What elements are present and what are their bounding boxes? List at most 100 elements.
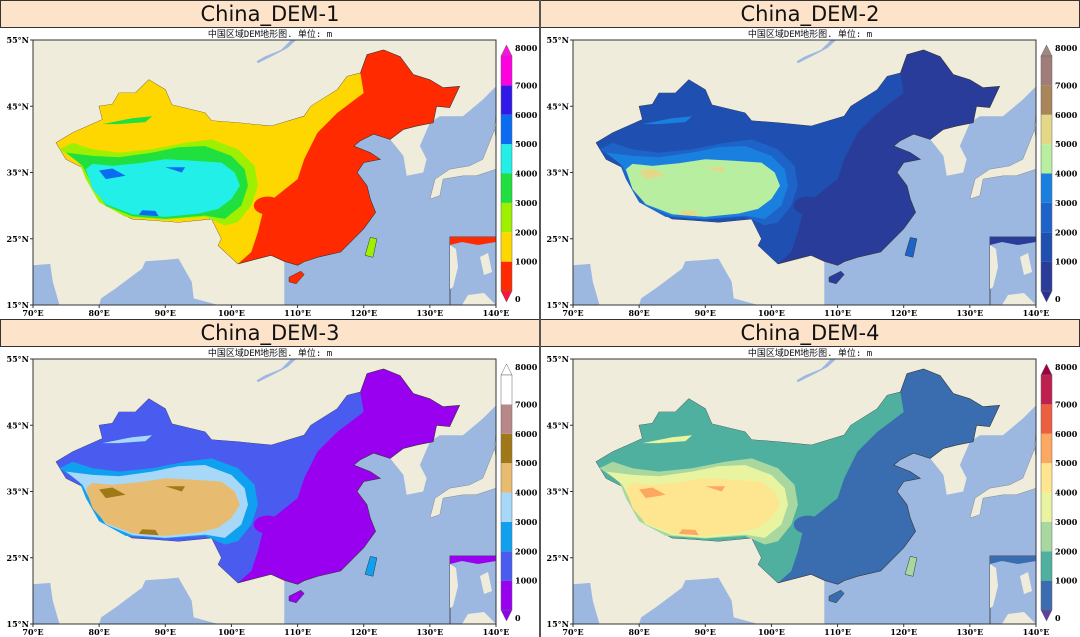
colorbar-extend-max <box>500 44 513 57</box>
colorbar-tick-label: 3000 <box>1055 517 1078 527</box>
colorbar-tick-label: 8000 <box>1055 43 1078 53</box>
tianshan <box>642 116 693 125</box>
lat-tick-label: 55°N <box>7 35 29 45</box>
colorbar-extend-min <box>1040 290 1053 303</box>
panel-title: China_DEM-3 <box>0 319 540 347</box>
lon-tick-label: 100°E <box>218 308 245 318</box>
ocean <box>33 582 60 624</box>
elev-5000-6000 <box>138 529 159 536</box>
colorbar-tick-label: 1000 <box>515 576 538 586</box>
lon-tick-label: 140°E <box>483 627 510 637</box>
panel-subtitle: 中国区域DEM地形图. 单位: m <box>207 30 333 40</box>
lon-tick-label: 90°E <box>695 308 716 318</box>
panel-subtitle: 中国区域DEM地形图. 单位: m <box>207 349 333 359</box>
sichuan-basin <box>253 196 282 215</box>
map-3: 55°N 45°N 35°N 25°N 15°N70°E 80°E 90°E 100°E 110… <box>7 354 538 637</box>
elev-4000-5000 <box>85 159 241 217</box>
colorbar-tick-label: 5000 <box>515 458 538 468</box>
elev-5000-6000 <box>639 168 666 180</box>
colorbar-tick-label: 1000 <box>1055 257 1078 267</box>
map-area <box>573 359 1036 624</box>
lat-tick-label: 35°N <box>7 168 29 178</box>
sichuan-basin <box>253 515 282 534</box>
elev-5000-6000 <box>705 486 726 492</box>
lat-tick-label: 55°N <box>547 35 569 45</box>
colorbar-tick-label: 7000 <box>1055 399 1078 409</box>
colorbar-tick-label: 2000 <box>515 546 538 556</box>
colorbar-tick-label: 1000 <box>1055 576 1078 586</box>
colorbar-bin <box>1041 375 1052 405</box>
colorbar-bin <box>1041 173 1052 203</box>
lat-tick-label: 25°N <box>547 553 569 563</box>
lake-baikal <box>256 40 297 64</box>
elev-5000-6000 <box>165 486 186 492</box>
colorbar-extend-min <box>1040 609 1053 622</box>
colorbar-bin <box>1041 463 1052 493</box>
colorbar-bin <box>501 261 512 291</box>
panel-title: China_DEM-4 <box>540 319 1080 347</box>
colorbar-tick-label: 5000 <box>1055 139 1078 149</box>
ocean <box>824 40 1036 305</box>
colorbar-extend-max <box>1040 44 1053 57</box>
colorbar-bin <box>501 463 512 493</box>
panel-dem-1: China_DEM-1 中国区域DEM地形图. 单位: m 55°N 45°N 35… <box>0 0 540 318</box>
colorbar-frame <box>500 374 513 611</box>
lon-tick-label: 100°E <box>218 627 245 637</box>
colorbar-tick-label: 4000 <box>1055 169 1078 179</box>
lat-tick-label: 15°N <box>547 300 569 310</box>
colorbar-tick-label: 4000 <box>515 169 538 179</box>
colorbar-bin <box>501 202 512 233</box>
colorbar-bin <box>1041 404 1052 434</box>
lat-tick-label: 35°N <box>7 487 29 497</box>
inset-china-coast <box>990 237 1036 245</box>
colorbar-extend-min <box>500 609 513 622</box>
lon-tick-label: 90°E <box>155 308 176 318</box>
inset-philippines <box>480 253 492 275</box>
colorbar-bin <box>501 580 512 610</box>
lon-tick-label: 100°E <box>758 308 785 318</box>
lon-tick-label: 70°E <box>562 627 583 637</box>
colorbar-tick-label: 3000 <box>515 517 538 527</box>
colorbar-tick-label: 2000 <box>1055 546 1078 556</box>
japan-land <box>969 128 1036 200</box>
lat-tick-label: 45°N <box>547 101 569 111</box>
japan-land <box>429 447 496 519</box>
lake-baikal <box>256 359 297 383</box>
lat-tick-label: 55°N <box>7 354 29 364</box>
colorbar-tick-label: 2000 <box>515 227 538 237</box>
elev-5000-6000 <box>165 167 186 173</box>
colorbar-tick-label: 5000 <box>1055 458 1078 468</box>
lon-tick-label: 70°E <box>22 627 43 637</box>
lake-baikal <box>796 40 837 64</box>
inset-china-coast <box>450 237 496 245</box>
colorbar-tick-label: 0 <box>1055 294 1061 304</box>
ocean <box>99 577 219 624</box>
inset-borneo <box>1002 293 1036 305</box>
colorbar-tick-label: 6000 <box>1055 110 1078 120</box>
lon-tick-label: 120°E <box>350 627 377 637</box>
hainan <box>828 589 845 604</box>
tianshan <box>102 116 153 125</box>
elev-5000-6000 <box>138 210 159 217</box>
colorbar-bin <box>1041 232 1052 262</box>
lon-tick-label: 120°E <box>890 308 917 318</box>
sichuan-basin <box>793 515 822 534</box>
elev-5000-6000 <box>99 168 126 180</box>
colorbar-bin <box>501 85 512 115</box>
map-2: 55°N 45°N 35°N 25°N 15°N70°E 80°E 90°E 100°E 110… <box>547 35 1078 318</box>
elev-5000-6000 <box>99 487 126 499</box>
colorbar-frame <box>1040 55 1053 292</box>
colorbar-bin <box>501 492 512 522</box>
colorbar-tick-label: 0 <box>1055 613 1061 623</box>
lon-tick-label: 130°E <box>956 308 983 318</box>
colorbar-tick-label: 7000 <box>515 80 538 90</box>
lon-tick-label: 130°E <box>416 627 443 637</box>
colorbar-tick-label: 0 <box>515 613 521 623</box>
lon-tick-label: 130°E <box>416 308 443 318</box>
lon-tick-label: 140°E <box>483 308 510 318</box>
lon-tick-label: 110°E <box>824 308 851 318</box>
lake-baikal <box>796 359 837 383</box>
colorbar-tick-label: 8000 <box>1055 362 1078 372</box>
inset-indochina <box>990 245 998 289</box>
colorbar-bin <box>1041 202 1052 233</box>
